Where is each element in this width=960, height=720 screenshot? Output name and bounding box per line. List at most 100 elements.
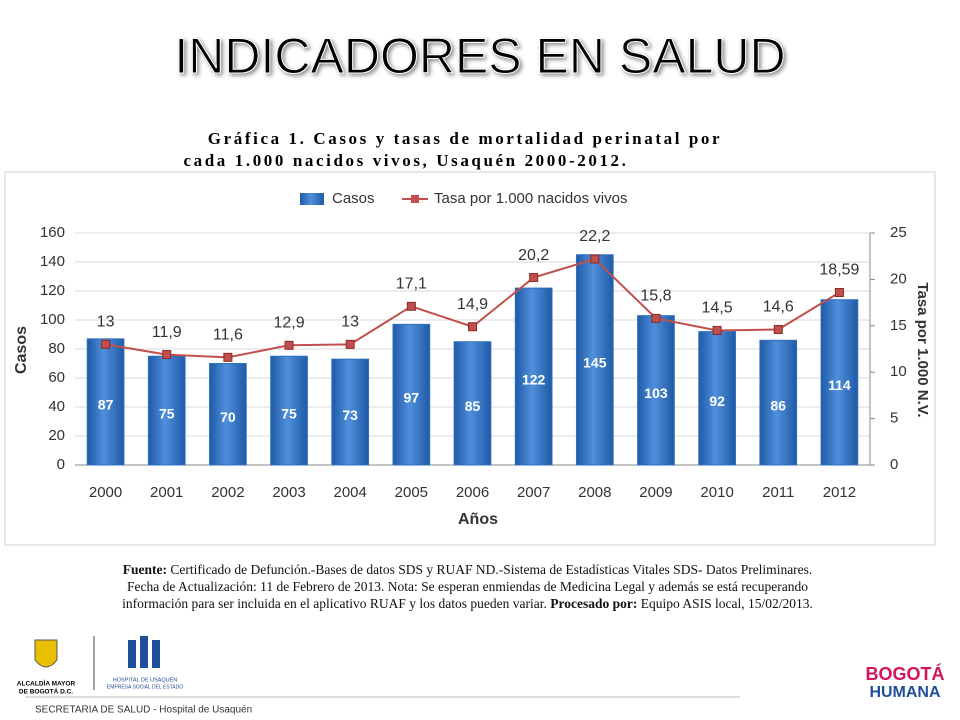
x-tick-label: 2005 xyxy=(395,484,428,501)
x-tick-label: 2000 xyxy=(89,484,122,501)
y-tick-label: 120 xyxy=(40,282,65,299)
y-tick-label: 20 xyxy=(48,427,65,444)
bar-label: 75 xyxy=(159,405,175,421)
bar-label: 92 xyxy=(709,393,725,409)
line-marker xyxy=(406,301,416,311)
line-marker xyxy=(651,313,661,323)
line-label: 11,6 xyxy=(213,327,243,344)
x-tick-label: 2004 xyxy=(334,484,367,501)
line-label: 13 xyxy=(97,314,115,331)
legend-label: Tasa por 1.000 nacidos vivos xyxy=(434,190,627,207)
logo-text: EMPRESA SOCIAL DEL ESTADO xyxy=(107,684,183,690)
y2-tick-label: 5 xyxy=(890,410,898,427)
bar xyxy=(698,331,736,466)
x-tick-label: 2008 xyxy=(578,484,611,501)
y2-tick-label: 0 xyxy=(890,456,898,473)
x-tick-label: 2007 xyxy=(517,484,550,501)
bar xyxy=(209,363,247,466)
bar xyxy=(759,339,798,466)
bar xyxy=(820,299,859,466)
bar xyxy=(575,254,614,466)
y2-tick-label: 25 xyxy=(890,224,907,241)
slide-title: INDICADORES EN SALUD xyxy=(174,28,785,84)
bar xyxy=(392,323,431,466)
line-marker xyxy=(345,339,355,349)
logo-text: BOGOTÁ xyxy=(866,663,945,684)
bar-label: 145 xyxy=(583,355,607,371)
x-tick-label: 2001 xyxy=(150,484,183,501)
logo-text: HOSPITAL DE USAQUÉN xyxy=(113,676,178,683)
legend-swatch xyxy=(411,195,419,203)
line-marker xyxy=(468,322,477,332)
source-note: Fuente: Certificado de Defunción.-Bases … xyxy=(10,561,925,612)
line-label: 14,9 xyxy=(457,296,488,313)
bar xyxy=(453,341,492,466)
bar xyxy=(86,338,125,466)
x-tick-label: 2003 xyxy=(272,484,305,501)
x-tick-label: 2009 xyxy=(639,484,672,501)
source-text: Fecha de Actualización: 11 de Febrero de… xyxy=(127,579,808,594)
y2-tick-label: 20 xyxy=(890,270,907,287)
logo-text: ALCALDÍA MAYOR xyxy=(17,679,76,688)
x-tick-label: 2010 xyxy=(700,484,733,501)
bar-label: 97 xyxy=(404,389,420,405)
processed-label: Procesado por: xyxy=(550,596,638,611)
caption: Gráfica 1. Casos y tasas de mortalidad p… xyxy=(208,129,722,148)
line-marker xyxy=(162,350,172,360)
line-label: 12,9 xyxy=(273,315,304,332)
source-label: Fuente: xyxy=(122,562,167,577)
bar-label: 73 xyxy=(342,407,358,423)
line-label: 17,1 xyxy=(396,276,427,293)
legend-swatch xyxy=(300,193,324,205)
line-label: 22,2 xyxy=(579,228,610,245)
bar xyxy=(514,287,553,466)
bar xyxy=(331,358,370,466)
x-tick-label: 2011 xyxy=(762,484,794,501)
source-text: Certificado de Defunción.-Bases de datos… xyxy=(170,562,813,577)
footer: SECRETARIA DE SALUD - Hospital de Usaqué… xyxy=(35,705,252,716)
line-marker xyxy=(712,325,722,335)
y2-tick-label: 10 xyxy=(890,363,907,380)
logo-left: ALCALDÍA MAYOR DE BOGOTÁ D.C. xyxy=(17,639,76,696)
line-label: 20,2 xyxy=(518,247,549,264)
y-tick-label: 140 xyxy=(40,253,65,270)
bar-label: 85 xyxy=(465,398,481,414)
logo-right: BOGOTÁ HUMANA xyxy=(866,663,945,701)
x-tick-label: 2002 xyxy=(211,484,244,501)
source-text: información para ser incluida en el apli… xyxy=(122,596,547,611)
y-tick-label: 100 xyxy=(40,311,65,328)
logo-text: HUMANA xyxy=(869,684,941,701)
bar-label: 70 xyxy=(220,409,236,425)
line-marker xyxy=(529,273,539,283)
caption: cada 1.000 nacidos vivos, Usaquén 2000-2… xyxy=(184,151,629,170)
bar-label: 87 xyxy=(98,397,114,413)
line-label: 13 xyxy=(341,314,359,331)
y-tick-label: 60 xyxy=(48,369,65,386)
y-axis-title: Casos xyxy=(13,326,30,374)
bar-label: 86 xyxy=(770,397,786,413)
y-tick-label: 0 xyxy=(57,456,65,473)
line-marker xyxy=(284,340,294,350)
y-tick-label: 80 xyxy=(48,340,65,357)
line-marker xyxy=(101,339,111,349)
y2-tick-label: 15 xyxy=(890,317,907,334)
line-label: 14,5 xyxy=(702,300,733,317)
bar-label: 122 xyxy=(522,371,546,387)
bar-label: 103 xyxy=(644,385,668,401)
bar xyxy=(270,355,308,466)
logo-text: DE BOGOTÁ D.C. xyxy=(19,687,73,696)
line-marker xyxy=(834,287,844,297)
line-marker xyxy=(590,254,600,264)
line-marker xyxy=(773,325,783,335)
line-label: 18,59 xyxy=(819,262,859,279)
line-label: 15,8 xyxy=(640,288,671,305)
bar-label: 75 xyxy=(281,405,297,421)
bar-label: 114 xyxy=(828,377,851,393)
y2-axis-title: Tasa por 1.000 N.V. xyxy=(914,282,931,417)
logo-mid: HOSPITAL DE USAQUÉN EMPRESA SOCIAL DEL E… xyxy=(107,636,183,690)
y-tick-label: 40 xyxy=(48,398,65,415)
line-marker xyxy=(223,352,233,362)
x-tick-label: 2006 xyxy=(456,484,489,501)
